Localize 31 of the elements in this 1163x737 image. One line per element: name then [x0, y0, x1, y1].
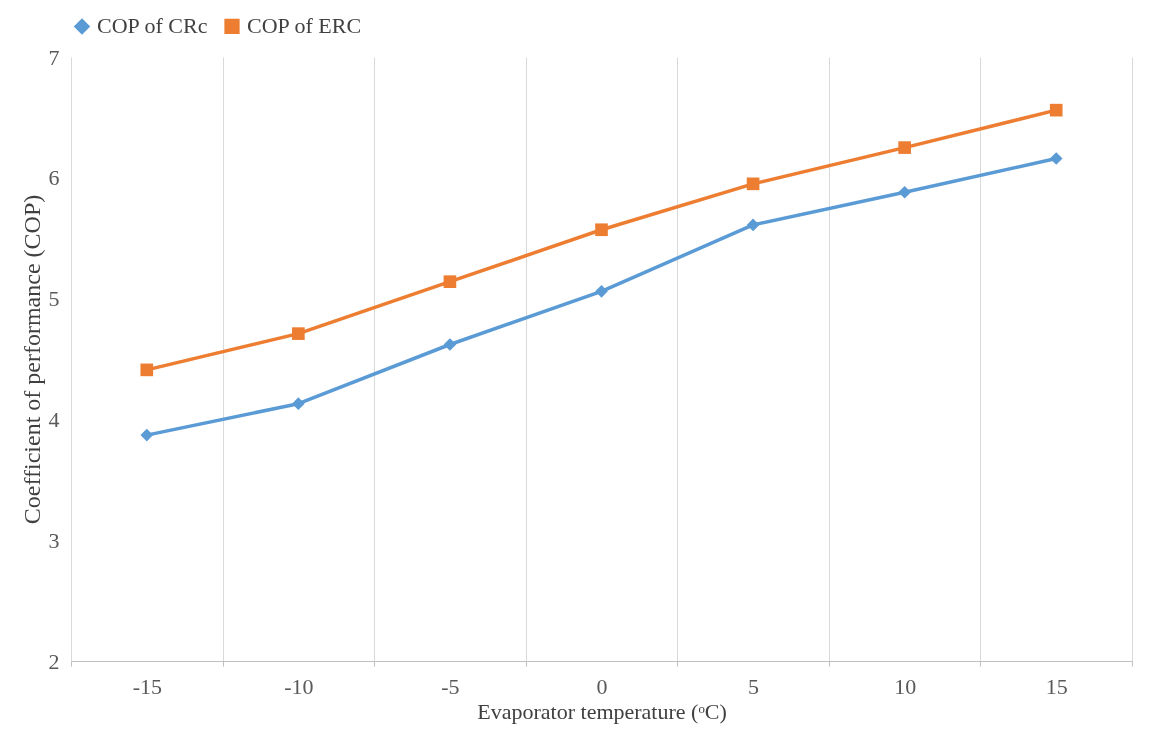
point — [746, 177, 760, 191]
point — [1049, 103, 1063, 117]
y-tick-label: 3 — [48, 527, 60, 553]
y-tick-label: 5 — [48, 286, 60, 312]
point — [292, 327, 305, 340]
point — [443, 338, 457, 351]
x-tick-label: 0 — [596, 673, 608, 699]
y-tick-label: 6 — [48, 165, 60, 191]
point — [898, 141, 911, 154]
y-tick-label: 2 — [48, 648, 60, 674]
x-tick-label: -15 — [132, 673, 162, 699]
point — [443, 275, 457, 289]
x-tick-label: -10 — [284, 673, 314, 699]
point — [595, 223, 608, 237]
legend-label: COP of ERC — [247, 13, 362, 39]
x-axis-title: Evaporator temperature (ᵒC) — [477, 698, 727, 724]
point — [292, 397, 305, 411]
x-tick-label: 10 — [894, 673, 917, 699]
point — [140, 428, 154, 442]
point — [140, 363, 154, 377]
x-tick-label: 15 — [1045, 673, 1068, 699]
point — [595, 285, 608, 298]
x-tick-label: -5 — [441, 673, 460, 699]
y-axis-title: Coefficient of performance (COP) — [18, 194, 45, 525]
x-tick-label: 5 — [748, 673, 760, 699]
point — [1049, 152, 1063, 165]
legend-label: COP of CRc — [97, 13, 208, 39]
y-tick-label: 7 — [48, 44, 60, 70]
y-tick-label: 4 — [48, 406, 60, 432]
point — [746, 218, 760, 232]
point — [898, 185, 911, 199]
